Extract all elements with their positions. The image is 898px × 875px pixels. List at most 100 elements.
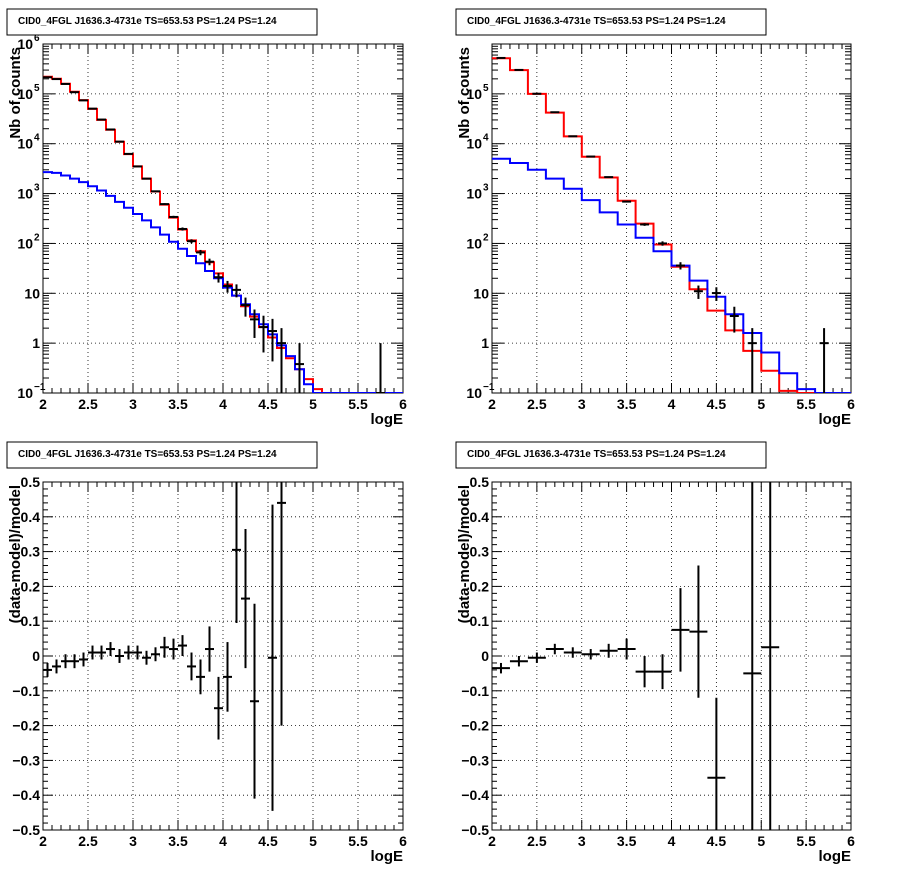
chart-title: CID0_4FGL J1636.3-4731e TS=653.53 PS=1.2…	[18, 16, 277, 27]
data-point	[151, 647, 160, 662]
data-point	[97, 645, 106, 660]
x-tick-label: 2	[39, 396, 47, 412]
data-point	[622, 200, 632, 203]
data-point	[268, 318, 277, 362]
x-tick-label: 4	[219, 833, 227, 849]
data-point	[563, 647, 582, 658]
x-tick-label: 3	[129, 396, 137, 412]
x-tick-label: 3.5	[617, 396, 637, 412]
data-point	[160, 636, 169, 658]
x-tick-label: 4.5	[707, 396, 727, 412]
data-point	[509, 656, 528, 667]
x-tick-label: 5	[309, 396, 317, 412]
y-tick-label: 0.5	[21, 474, 41, 490]
x-tick-label: 3	[129, 833, 137, 849]
y-tick-label: 10	[17, 136, 33, 152]
x-tick-label: 3.5	[168, 396, 188, 412]
y-tick-exponent: 6	[34, 33, 40, 44]
data-point	[169, 215, 178, 219]
y-axis-title: (data-model)/model	[7, 485, 24, 623]
y-tick-label: 1	[32, 335, 40, 351]
x-tick-label: 5	[309, 833, 317, 849]
y-tick-exponent: 3	[34, 183, 40, 194]
data-point	[106, 642, 115, 656]
data-point	[295, 343, 304, 393]
y-tick-label: 0.1	[470, 613, 490, 629]
x-tick-label: 2.5	[78, 833, 98, 849]
data-point	[79, 652, 88, 667]
y-tick-label: 10	[466, 136, 482, 152]
y-tick-label: 10	[466, 186, 482, 202]
data-point	[142, 177, 151, 180]
data-point	[178, 227, 187, 231]
data-point	[241, 528, 250, 669]
data-point	[124, 645, 133, 660]
y-tick-label: 0.3	[470, 544, 490, 560]
chart-br: 2 2.5 3 3.5 4 4.5 5 5.5 6 −0.5 −0.4 −0.3 −0.2 −0.1 0 0.…	[455, 441, 855, 865]
data-point	[729, 306, 739, 333]
y-tick-label: 10	[466, 86, 482, 102]
data-point	[819, 328, 829, 393]
data-point	[640, 223, 650, 226]
y-tick-exponent: −1	[34, 382, 46, 393]
x-axis-title: logE	[819, 411, 852, 428]
x-axis-title: logE	[371, 848, 404, 865]
data-point	[250, 309, 259, 338]
y-tick-label: 10	[17, 235, 33, 251]
data-point	[151, 190, 160, 193]
data-point	[277, 328, 286, 393]
y-tick-exponent: 3	[483, 183, 489, 194]
y-tick-label: 0.4	[470, 509, 490, 525]
y-tick-label: 0.4	[21, 509, 41, 525]
x-axis-title: logE	[371, 411, 404, 428]
data-point	[223, 642, 232, 712]
data-point	[187, 239, 196, 244]
y-tick-exponent: 5	[34, 83, 40, 94]
y-tick-label: 0	[32, 648, 40, 664]
data-point	[169, 638, 178, 660]
data-point	[761, 482, 780, 830]
y-tick-label: −0.3	[12, 752, 40, 768]
y-tick-label: −0.3	[461, 752, 489, 768]
y-tick-label: 10	[17, 385, 33, 401]
data-point	[232, 284, 241, 298]
series-line-blue	[43, 171, 403, 393]
x-tick-label: 3	[578, 396, 586, 412]
data-point	[61, 654, 70, 669]
y-tick-label: 10	[466, 235, 482, 251]
data-point	[187, 652, 196, 681]
x-tick-label: 3.5	[168, 833, 188, 849]
x-tick-label: 4	[668, 396, 676, 412]
data-point	[196, 249, 205, 256]
x-tick-label: 3	[578, 833, 586, 849]
y-axis-title: Nb of counts	[456, 47, 473, 139]
title-box	[455, 441, 767, 469]
data-point	[653, 654, 672, 690]
data-point	[205, 626, 214, 672]
y-tick-exponent: 2	[483, 232, 489, 243]
chart-title: CID0_4FGL J1636.3-4731e TS=653.53 PS=1.2…	[467, 16, 726, 27]
series-group	[492, 56, 851, 393]
y-tick-exponent: 5	[483, 83, 489, 94]
data-point	[133, 645, 142, 660]
x-tick-label: 6	[399, 833, 407, 849]
y-tick-label: −0.4	[461, 787, 489, 803]
y-tick-label: 10	[17, 86, 33, 102]
y-tick-label: −0.5	[461, 822, 489, 838]
chart-title: CID0_4FGL J1636.3-4731e TS=653.53 PS=1.2…	[467, 449, 726, 460]
x-axis-title: logE	[819, 848, 852, 865]
data-point	[214, 676, 223, 740]
data-point	[43, 662, 52, 677]
title-box	[6, 8, 318, 36]
y-tick-label: 10	[24, 285, 40, 301]
series-group	[492, 482, 780, 830]
data-point	[747, 328, 757, 393]
data-point	[604, 176, 614, 179]
x-tick-label: 2.5	[527, 833, 547, 849]
data-point	[52, 659, 61, 674]
y-tick-label: 10	[17, 36, 33, 52]
data-point	[214, 272, 223, 283]
